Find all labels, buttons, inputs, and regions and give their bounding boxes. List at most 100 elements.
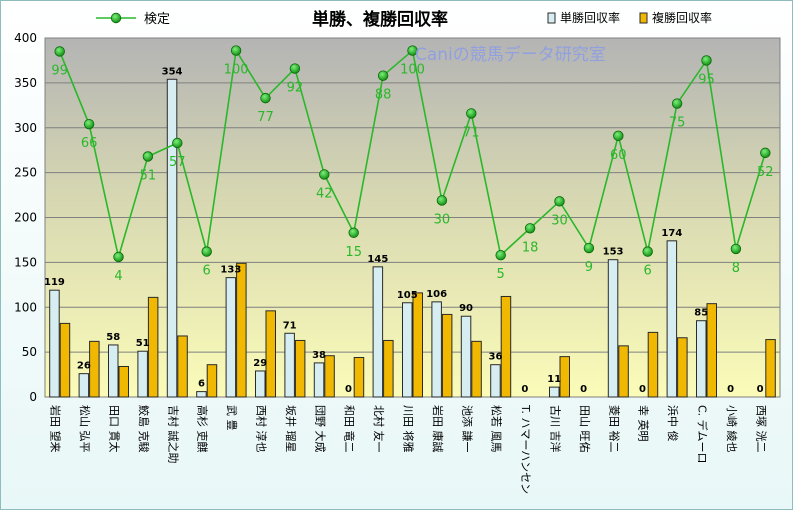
y-tick-label: 0 bbox=[29, 390, 37, 404]
test-value-label: 99 bbox=[51, 63, 68, 78]
win-return-bar bbox=[431, 301, 442, 398]
x-tick-label: 北村 友一 bbox=[372, 405, 386, 453]
place-return-bar bbox=[471, 340, 482, 398]
x-axis: 岩田 望来 松山 弘平 田口 貫太 鮫島 克駿 吉村 誠之助 高杉 吏麒 武 豊 西村 淳也 坂… bbox=[49, 404, 769, 494]
test-point bbox=[377, 70, 389, 81]
x-tick-label: 小崎 綾也 bbox=[725, 405, 739, 453]
test-value-label: 71 bbox=[463, 125, 480, 140]
test-point bbox=[319, 169, 330, 180]
test-line: 99 66 4 51 57 6 100 77 92 42 15 88 100 30 71 5 18 30 9 60 6 7… bbox=[51, 45, 774, 284]
test-point bbox=[142, 151, 154, 162]
x-tick-label: 古川 吉洋 bbox=[549, 405, 563, 453]
test-value-label: 52 bbox=[757, 165, 774, 180]
test-point bbox=[54, 46, 65, 57]
x-tick-label: 吉村 誠之助 bbox=[166, 405, 180, 464]
test-point bbox=[407, 45, 418, 56]
win-return-label: 0 bbox=[757, 384, 764, 395]
win-return-label: 106 bbox=[426, 289, 447, 300]
place-return-bar bbox=[89, 340, 100, 398]
win-return-label: 0 bbox=[639, 384, 646, 395]
test-point bbox=[466, 108, 477, 119]
win-return-bar bbox=[78, 373, 90, 398]
place-return-bar bbox=[441, 313, 453, 398]
test-value-label: 42 bbox=[316, 186, 333, 201]
win-return-label: 0 bbox=[727, 384, 734, 395]
win-return-label: 0 bbox=[345, 384, 352, 395]
win-return-label: 85 bbox=[694, 308, 708, 319]
test-value-label: 5 bbox=[497, 267, 505, 282]
x-tick-label: 和田 竜二 bbox=[343, 405, 357, 453]
x-tick-label: 田山 旺佑 bbox=[578, 405, 592, 453]
x-tick-label: 西村 淳也 bbox=[255, 405, 269, 453]
x-tick-label: 川田 将雅 bbox=[402, 405, 416, 453]
win-return-label: 71 bbox=[283, 320, 297, 331]
test-point bbox=[201, 246, 212, 257]
win-return-bar bbox=[313, 362, 325, 398]
win-return-label: 145 bbox=[367, 254, 388, 265]
x-tick-label: 岩田 望来 bbox=[49, 405, 63, 453]
win-return-bar bbox=[225, 277, 237, 398]
win-return-label: 90 bbox=[459, 303, 473, 314]
place-return-bar bbox=[706, 303, 717, 398]
x-tick-label: 岩田 康誠 bbox=[431, 405, 445, 453]
place-return-bar bbox=[206, 364, 218, 398]
place-return-bar bbox=[177, 335, 188, 398]
win-return-label: 153 bbox=[603, 247, 624, 258]
win-return-bar bbox=[284, 332, 295, 398]
test-point bbox=[172, 137, 183, 149]
test-point bbox=[730, 243, 742, 255]
watermark: Caniの競馬データ研究室 bbox=[415, 44, 606, 65]
x-tick-label: 西塚 洸二 bbox=[754, 405, 768, 453]
test-point bbox=[83, 118, 95, 130]
test-point bbox=[642, 246, 653, 257]
legend-win-swatch bbox=[547, 12, 556, 24]
test-value-label: 60 bbox=[610, 148, 627, 163]
legend: 検定 単勝回収率 複勝回収率 bbox=[96, 10, 712, 27]
test-value-label: 30 bbox=[551, 213, 568, 228]
test-value-label: 6 bbox=[644, 264, 652, 279]
test-value-label: 100 bbox=[224, 63, 249, 78]
legend-win-label: 単勝回収率 bbox=[560, 10, 620, 25]
place-return-bar bbox=[236, 262, 247, 398]
win-return-label: 29 bbox=[253, 358, 267, 369]
test-value-label: 18 bbox=[522, 240, 539, 255]
win-return-label: 354 bbox=[162, 66, 183, 77]
test-value-label: 4 bbox=[114, 269, 122, 284]
y-tick-label: 100 bbox=[14, 300, 37, 314]
win-return-label: 11 bbox=[547, 374, 561, 385]
test-value-label: 77 bbox=[257, 110, 274, 125]
win-return-label: 38 bbox=[312, 350, 326, 361]
y-tick-label: 200 bbox=[14, 211, 37, 225]
x-tick-label: 松若 風馬 bbox=[490, 405, 504, 453]
x-tick-label: 高杉 吏麒 bbox=[196, 405, 210, 453]
win-return-bar bbox=[166, 78, 178, 398]
test-value-label: 51 bbox=[140, 168, 157, 183]
place-return-bar bbox=[147, 296, 159, 398]
y-tick-label: 50 bbox=[22, 345, 37, 359]
legend-place-swatch bbox=[639, 12, 648, 24]
win-return-label: 26 bbox=[77, 361, 91, 372]
win-return-bar bbox=[490, 364, 501, 398]
test-value-label: 75 bbox=[669, 116, 686, 131]
win-return-bar bbox=[607, 259, 619, 398]
x-tick-label: 鮫島 克駿 bbox=[137, 405, 151, 453]
place-return-bar bbox=[412, 292, 423, 398]
x-tick-label: 坂井 瑠星 bbox=[284, 405, 298, 453]
x-tick-label: 浜中 俊 bbox=[666, 405, 680, 442]
test-point bbox=[348, 227, 359, 238]
win-return-label: 36 bbox=[488, 352, 502, 363]
test-value-label: 6 bbox=[203, 264, 211, 279]
win-return-bar bbox=[49, 289, 60, 398]
y-tick-label: 350 bbox=[14, 76, 37, 90]
test-point bbox=[260, 92, 271, 104]
x-tick-label: 幸 英明 bbox=[637, 405, 651, 442]
test-value-label: 9 bbox=[585, 260, 593, 275]
win-return-bar bbox=[137, 350, 148, 398]
place-return-bar bbox=[383, 339, 394, 398]
test-point bbox=[671, 98, 683, 109]
place-return-bar bbox=[324, 355, 335, 398]
win-return-bar bbox=[196, 391, 207, 398]
x-tick-label: 武 豊 bbox=[225, 405, 238, 431]
test-value-label: 57 bbox=[169, 155, 186, 170]
